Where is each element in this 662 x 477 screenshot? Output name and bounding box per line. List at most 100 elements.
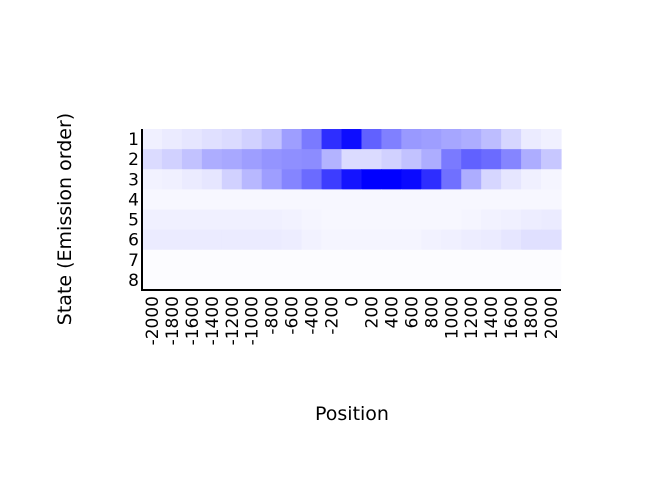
y-tick-label: 1 — [128, 130, 139, 150]
heatmap-cell — [361, 189, 383, 211]
y-tick-label: 8 — [128, 271, 139, 291]
heatmap-cell — [261, 269, 283, 291]
heatmap-cell — [481, 229, 502, 251]
heatmap-cell — [341, 169, 363, 190]
heatmap-cell — [142, 229, 163, 251]
heatmap-cell — [361, 229, 383, 251]
heatmap-cell — [421, 269, 442, 291]
heatmap-cell — [201, 209, 223, 231]
heatmap-cell — [241, 189, 263, 211]
heatmap-cell — [501, 189, 522, 211]
heatmap-cell — [501, 269, 522, 291]
heatmap-cell — [321, 269, 343, 291]
heatmap-cell — [221, 149, 243, 170]
heatmap-cell — [201, 169, 223, 190]
heatmap-cell — [181, 129, 203, 150]
x-tick-label: 200 — [362, 296, 382, 328]
heatmap-cell — [381, 129, 402, 150]
heatmap-cell — [301, 169, 323, 190]
heatmap-cell — [381, 269, 402, 291]
heatmap-cell — [281, 149, 303, 170]
heatmap-cell — [181, 269, 203, 291]
heatmap-cell — [341, 229, 363, 251]
heatmap-cell — [541, 269, 562, 291]
heatmap-cell — [441, 229, 462, 251]
heatmap-cell — [501, 169, 522, 190]
heatmap-cell — [361, 209, 383, 231]
heatmap-cell — [321, 189, 343, 211]
x-tick-label: -600 — [283, 296, 303, 335]
heatmap-cell — [201, 129, 223, 150]
heatmap-cell — [181, 249, 203, 271]
heatmap-cell — [361, 249, 383, 271]
heatmap-cell — [521, 169, 542, 190]
heatmap-cell — [481, 189, 502, 211]
heatmap-cell — [341, 269, 363, 291]
heatmap-cell — [441, 149, 462, 170]
heatmap-cell — [541, 229, 562, 251]
heatmap-cell — [261, 209, 283, 231]
heatmap-cell — [301, 209, 323, 231]
x-tick-label: 1800 — [522, 296, 542, 339]
heatmap-cell — [161, 149, 183, 170]
heatmap-cell — [441, 209, 462, 231]
heatmap-cell — [301, 149, 323, 170]
heatmap-cell — [161, 169, 183, 190]
x-tick-label: -400 — [303, 296, 323, 335]
heatmap-cell — [421, 189, 442, 211]
heatmap-cell — [201, 229, 223, 251]
x-tick-label: -200 — [323, 296, 343, 335]
heatmap-cell — [481, 209, 502, 231]
heatmap-cell — [381, 249, 402, 271]
heatmap-cell — [521, 129, 542, 150]
x-tick-label: 2000 — [542, 296, 562, 339]
heatmap-cell — [301, 269, 323, 291]
heatmap-cell — [381, 189, 402, 211]
heatmap-cell — [281, 249, 303, 271]
heatmap-cell — [421, 129, 442, 150]
heatmap-cell — [161, 229, 183, 251]
heatmap-cell — [181, 149, 203, 170]
heatmap-cell — [221, 229, 243, 251]
heatmap-cell — [261, 149, 283, 170]
heatmap-cell — [281, 269, 303, 291]
heatmap-cell — [401, 189, 422, 211]
heatmap-cell — [321, 129, 343, 150]
heatmap-cell — [321, 249, 343, 271]
heatmap-cell — [161, 209, 183, 231]
heatmap-cell — [201, 189, 223, 211]
heatmap-cell — [401, 209, 422, 231]
heatmap-cell — [461, 149, 482, 170]
heatmap-cell — [501, 229, 522, 251]
heatmap-cell — [181, 189, 203, 211]
heatmap-cell — [421, 169, 442, 190]
heatmap-cell — [461, 189, 482, 211]
heatmap-cell — [361, 169, 383, 190]
heatmap-cell — [261, 129, 283, 150]
heatmap-cell — [481, 169, 502, 190]
heatmap-cell — [461, 209, 482, 231]
y-tick-label: 6 — [128, 231, 139, 251]
x-tick-labels: -2000 -1800 -1600 -1400 -1200 -1000 -800 -600 -4… — [143, 296, 562, 345]
heatmap-cell — [181, 229, 203, 251]
heatmap-cell — [481, 129, 502, 150]
heatmap-cell — [241, 129, 263, 150]
heatmap-cell — [401, 229, 422, 251]
heatmap-cell — [261, 189, 283, 211]
heatmap-cell — [521, 149, 542, 170]
heatmap-cell — [481, 269, 502, 291]
heatmap-cell — [142, 169, 163, 190]
heatmap-cell — [541, 209, 562, 231]
heatmap-cell — [161, 129, 183, 150]
heatmap-cell — [381, 209, 402, 231]
heatmap-cell — [381, 229, 402, 251]
heatmap-cell — [521, 249, 542, 271]
heatmap-cell — [321, 149, 343, 170]
heatmap-cell — [142, 249, 163, 271]
x-tick-label: 1000 — [442, 296, 462, 339]
x-tick-label: -1000 — [243, 296, 263, 345]
x-tick-label: -2000 — [143, 296, 163, 345]
y-tick-label: 2 — [128, 150, 139, 170]
heatmap-cell — [301, 249, 323, 271]
